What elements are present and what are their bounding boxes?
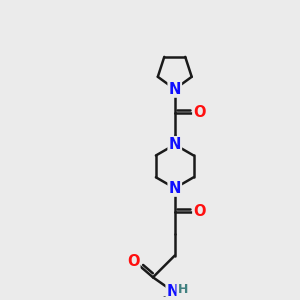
Text: N: N [169,137,181,152]
Text: O: O [193,105,206,120]
Text: N: N [169,82,181,97]
Text: O: O [193,204,206,219]
Text: N: N [169,181,181,196]
Text: N: N [167,284,179,299]
Text: H: H [178,283,188,296]
Text: O: O [127,254,140,269]
